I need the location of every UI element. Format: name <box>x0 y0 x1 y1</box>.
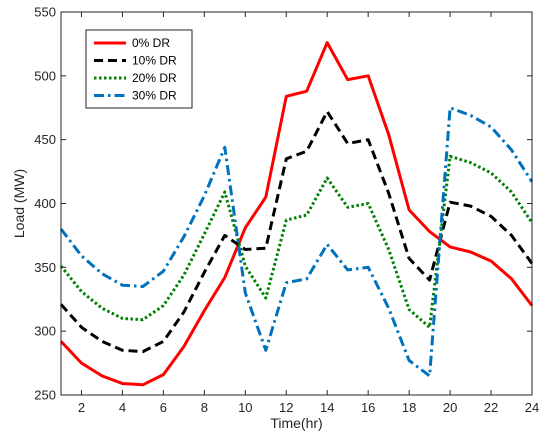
x-tick-label-0: 2 <box>78 400 85 415</box>
y-tick-label-2: 350 <box>34 260 56 275</box>
y-tick-label-1: 300 <box>34 324 56 339</box>
x-tick-label-10: 22 <box>484 400 498 415</box>
tick-labels: 2 4 6 8 10 12 14 16 18 20 22 2425030035040045050055… <box>34 5 539 416</box>
series-line-1 <box>59 110 534 354</box>
legend-label-1: 10% DR <box>132 54 177 68</box>
x-tick-label-1: 4 <box>119 400 126 415</box>
legend-label-3: 30% DR <box>132 89 177 103</box>
x-tick-label-3: 8 <box>201 400 208 415</box>
legend-label-0: 0% DR <box>132 36 170 50</box>
series-line-0 <box>59 41 534 387</box>
y-tick-label-3: 400 <box>34 196 56 211</box>
x-tick-label-5: 12 <box>279 400 293 415</box>
x-tick-label-2: 6 <box>160 400 167 415</box>
x-tick-label-8: 18 <box>402 400 416 415</box>
x-tick-label-6: 14 <box>320 400 334 415</box>
legend-label-2: 20% DR <box>132 71 177 85</box>
y-tick-label-0: 250 <box>34 388 56 403</box>
x-tick-label-4: 10 <box>238 400 252 415</box>
x-tick-label-7: 16 <box>361 400 375 415</box>
y-tick-label-5: 500 <box>34 68 56 83</box>
series-line-3 <box>59 106 534 378</box>
legend: 0% DR 10% DR 20% DR 30% DR <box>85 29 193 109</box>
y-tick-label-6: 550 <box>34 5 56 20</box>
plot-lines <box>59 41 534 387</box>
x-tick-label-11: 24 <box>525 400 539 415</box>
y-axis-label: Load (MW) <box>11 169 27 238</box>
x-axis-label: Time(hr) <box>270 415 322 431</box>
y-tick-label-4: 450 <box>34 132 56 147</box>
axis-ticks <box>61 11 533 396</box>
x-tick-label-9: 20 <box>443 400 457 415</box>
